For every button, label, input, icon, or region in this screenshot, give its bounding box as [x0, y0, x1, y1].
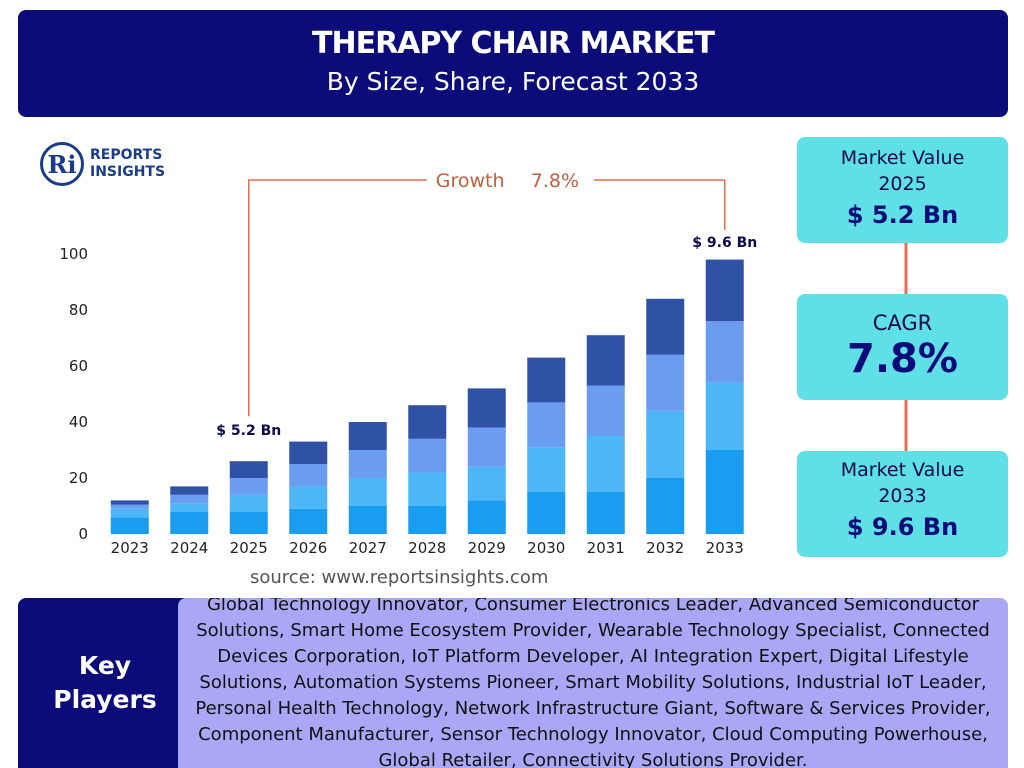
- bar-segment: [408, 405, 447, 439]
- bar-segment: [586, 385, 625, 436]
- bar-segment: [170, 486, 209, 495]
- bar-segment: [170, 503, 209, 512]
- growth-label: Growth: [436, 170, 505, 192]
- growth-value: 7.8%: [531, 170, 579, 192]
- bar-segment: [289, 486, 328, 509]
- panel-label: CAGR: [872, 311, 933, 335]
- bar-segment: [586, 335, 625, 386]
- bar-segment: [348, 450, 387, 478]
- header: THERAPY CHAIR MARKET By Size, Share, For…: [18, 10, 1008, 117]
- bar-segment: [467, 427, 506, 467]
- x-tick-label: 2033: [706, 539, 744, 557]
- bar-segment: [646, 410, 685, 478]
- subtitle: By Size, Share, Forecast 2033: [326, 67, 700, 96]
- bar-segment: [289, 464, 328, 487]
- bar-segment: [110, 504, 149, 509]
- bar-segment: [170, 494, 209, 504]
- bar-segment: [289, 441, 328, 464]
- bar-segment: [229, 478, 268, 495]
- key-players-box: Global Technology Innovator, Consumer El…: [178, 598, 1008, 768]
- y-tick-label: 100: [59, 245, 88, 263]
- panel-value: 7.8%: [847, 336, 958, 382]
- y-tick-label: 0: [78, 525, 88, 543]
- bar-segment: [408, 438, 447, 473]
- y-tick-label: 60: [69, 357, 88, 375]
- bar-segment: [527, 402, 566, 448]
- bar-segment: [348, 478, 387, 506]
- panel-year: 2033: [878, 485, 927, 507]
- bar-segment: [348, 422, 387, 450]
- panel-label: Market Value: [840, 147, 965, 169]
- bar-segment: [646, 298, 685, 355]
- bar-segment: [586, 436, 625, 492]
- bar-segment: [527, 357, 566, 403]
- bar-segment: [705, 450, 744, 534]
- key-players-text: Global Technology Innovator, Consumer El…: [195, 598, 991, 768]
- panel: CAGR 7.8%: [797, 294, 1008, 400]
- logo-text: REPORTS: [90, 147, 163, 163]
- panel: Market Value 2033 $ 9.6 Bn: [797, 451, 1008, 557]
- bar-segment: [408, 506, 447, 534]
- key-players-label: Key Players: [18, 598, 192, 768]
- bar-segment: [705, 382, 744, 450]
- logo: Ri REPORTS INSIGHTS: [40, 142, 165, 186]
- bar-segment: [646, 478, 685, 534]
- x-tick-label: 2026: [289, 539, 327, 557]
- y-tick-label: 20: [69, 469, 88, 487]
- growth-bracket: [593, 179, 726, 230]
- bar-segment: [229, 511, 268, 534]
- title: THERAPY CHAIR MARKET: [312, 26, 715, 61]
- bar-segment: [646, 354, 685, 411]
- panel-year: 2025: [878, 173, 927, 195]
- panel: Market Value 2025 $ 5.2 Bn: [797, 137, 1008, 243]
- x-tick-label: 2030: [527, 539, 565, 557]
- panel-value: $ 5.2 Bn: [846, 201, 959, 229]
- annotation: $ 9.6 Bn: [692, 235, 757, 251]
- logo-text: INSIGHTS: [90, 164, 166, 180]
- bar-segment: [289, 508, 328, 534]
- bar-segment: [467, 388, 506, 428]
- bar-segment: [705, 321, 744, 383]
- bar-segment: [586, 492, 625, 534]
- bar-segment: [527, 492, 566, 534]
- bar-segment: [229, 494, 268, 512]
- source: source: www.reportsinsights.com: [250, 567, 549, 588]
- panel-label: Market Value: [840, 459, 965, 481]
- x-tick-label: 2032: [646, 539, 684, 557]
- bar-segment: [467, 466, 506, 501]
- panel-value: $ 9.6 Bn: [846, 513, 959, 541]
- x-tick-label: 2025: [230, 539, 268, 557]
- bar-segment: [110, 517, 149, 534]
- x-tick-label: 2027: [349, 539, 387, 557]
- x-tick-label: 2028: [408, 539, 446, 557]
- annotation: $ 5.2 Bn: [216, 423, 281, 439]
- x-tick-label: 2024: [170, 539, 208, 557]
- bar-segment: [705, 259, 744, 322]
- bar-segment: [170, 511, 209, 534]
- bar-segment: [467, 500, 506, 534]
- x-tick-label: 2029: [468, 539, 506, 557]
- bar-segment: [527, 447, 566, 492]
- growth-bracket: [248, 179, 427, 417]
- y-tick-label: 40: [69, 413, 88, 431]
- x-tick-label: 2031: [587, 539, 625, 557]
- bar-segment: [229, 461, 268, 478]
- y-tick-label: 80: [69, 301, 88, 319]
- bar-segment: [110, 508, 149, 518]
- x-tick-label: 2023: [111, 539, 149, 557]
- bar-segment: [110, 500, 149, 505]
- bar-segment: [408, 472, 447, 506]
- bar-segment: [348, 506, 387, 534]
